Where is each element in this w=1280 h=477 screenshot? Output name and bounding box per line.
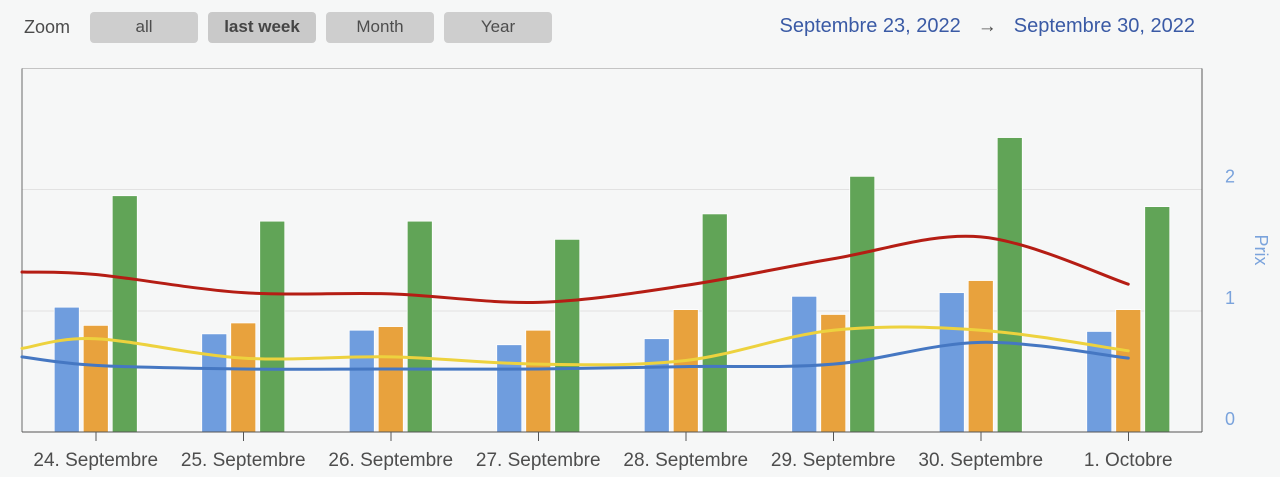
bar-orange[interactable] bbox=[672, 309, 699, 433]
date-range-start[interactable]: Septembre 23, 2022 bbox=[779, 15, 961, 37]
bar-orange[interactable] bbox=[82, 324, 109, 433]
x-axis-label: 25. Septembre bbox=[181, 450, 306, 471]
bar-blue[interactable] bbox=[53, 306, 80, 433]
bar-green[interactable] bbox=[849, 175, 876, 433]
bar-blue[interactable] bbox=[938, 292, 965, 433]
zoom-button-all[interactable]: all bbox=[90, 11, 199, 43]
x-axis-label: 28. Septembre bbox=[623, 450, 748, 471]
bar-orange[interactable] bbox=[820, 314, 847, 433]
y-axis-title: Prix bbox=[1251, 235, 1271, 266]
zoom-toolbar-label: Zoom bbox=[24, 16, 71, 37]
date-range-end[interactable]: Septembre 30, 2022 bbox=[1013, 15, 1195, 37]
bar-orange[interactable] bbox=[230, 322, 257, 433]
y-axis-tick-label: 0 bbox=[1225, 409, 1235, 429]
y-axis-tick-label: 2 bbox=[1225, 167, 1235, 187]
bar-orange[interactable] bbox=[525, 329, 552, 433]
zoom-toolbar: Zoom all last week Month Year bbox=[24, 11, 562, 43]
bar-blue[interactable] bbox=[201, 333, 228, 433]
bar-orange[interactable] bbox=[1115, 309, 1142, 433]
bar-green[interactable] bbox=[701, 213, 728, 433]
bar-orange[interactable] bbox=[377, 326, 404, 433]
y-axis-tick-label: 1 bbox=[1225, 288, 1235, 308]
bar-green[interactable] bbox=[111, 195, 138, 433]
line-red[interactable] bbox=[20, 234, 1130, 305]
line-blue[interactable] bbox=[20, 340, 1130, 371]
x-axis-label: 30. Septembre bbox=[918, 450, 1043, 471]
bar-green[interactable] bbox=[554, 238, 581, 433]
zoom-button-month[interactable]: Month bbox=[326, 11, 435, 43]
x-axis-label: 27. Septembre bbox=[476, 450, 601, 471]
bar-blue[interactable] bbox=[348, 329, 375, 433]
x-axis-label: 29. Septembre bbox=[771, 450, 896, 471]
bar-green[interactable] bbox=[1144, 206, 1171, 433]
x-axis-label: 24. Septembre bbox=[33, 450, 158, 471]
bar-blue[interactable] bbox=[496, 344, 523, 433]
date-range-arrow-icon: → bbox=[977, 15, 997, 37]
bar-green[interactable] bbox=[259, 220, 286, 433]
bar-green[interactable] bbox=[996, 137, 1023, 433]
line-yellow[interactable] bbox=[20, 325, 1130, 367]
zoom-button-year[interactable]: Year bbox=[444, 11, 553, 43]
bar-orange[interactable] bbox=[967, 280, 994, 433]
zoom-button-last-week[interactable]: last week bbox=[208, 11, 317, 43]
x-axis-label: 1. Octobre bbox=[1084, 450, 1173, 471]
bar-green[interactable] bbox=[406, 220, 433, 433]
x-axis-label: 26. Septembre bbox=[328, 450, 453, 471]
bar-blue[interactable] bbox=[643, 338, 670, 433]
date-range: Septembre 23, 2022 → Septembre 30, 2022 bbox=[780, 15, 1196, 38]
